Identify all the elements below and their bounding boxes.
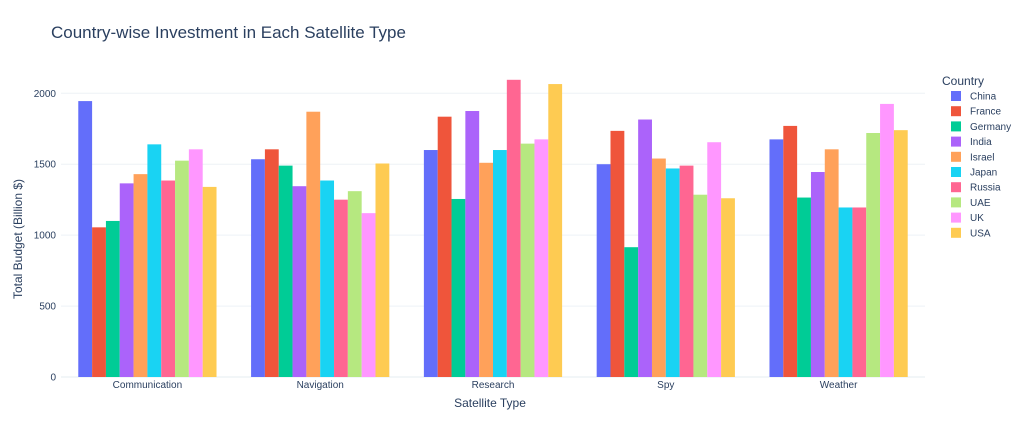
bar (202, 186, 217, 377)
legend-item-label: Russia (970, 183, 1001, 194)
bar (147, 144, 162, 377)
y-axis-ticks: 0 500 1000 1500 2000 (34, 89, 57, 384)
y-tick-label: 500 (39, 302, 56, 313)
legend-swatch (951, 212, 961, 223)
x-tick-label: Research (472, 380, 515, 391)
bar (866, 133, 881, 377)
legend-swatch (951, 227, 961, 238)
legend-swatch (951, 182, 961, 193)
bar (437, 116, 452, 378)
bar (534, 139, 549, 377)
legend-title: Country (942, 74, 984, 88)
legend-item-label: Israel (970, 152, 994, 163)
bar (810, 172, 825, 377)
bar (797, 197, 811, 377)
x-tick-label: Weather (820, 380, 858, 391)
chart-title: Country-wise Investment in Each Satellit… (51, 23, 406, 42)
bar (465, 111, 480, 377)
bar (375, 163, 390, 377)
legend-item-label: USA (970, 228, 991, 239)
bar (693, 194, 708, 377)
legend-swatch (951, 151, 961, 162)
legend-item-label: UAE (970, 198, 991, 209)
bar (520, 143, 535, 377)
legend-swatch (951, 91, 961, 101)
bar (78, 101, 93, 378)
legend-item-label: France (970, 107, 1002, 118)
legend-swatch (951, 121, 961, 132)
bar (161, 180, 176, 377)
bar (264, 149, 279, 377)
bar (334, 199, 348, 377)
y-tick-label: 0 (50, 373, 56, 384)
bar (423, 150, 438, 377)
bar (679, 165, 694, 377)
x-tick-label: Communication (113, 380, 182, 391)
bar (306, 111, 321, 377)
y-axis-title: Total Budget (Billion $) (11, 179, 25, 299)
y-tick-label: 1000 (34, 231, 57, 242)
bar (638, 119, 652, 377)
x-axis-title: Satellite Type (454, 396, 526, 410)
legend-swatch (951, 167, 961, 177)
legend-item-label: China (970, 92, 997, 103)
legend: Country China France Germany India Israel Jap… (942, 74, 1011, 239)
bar (119, 183, 134, 377)
legend-item-label: UK (970, 213, 984, 224)
bar (769, 139, 784, 377)
bar (479, 162, 493, 377)
bar (783, 125, 798, 377)
bar (852, 207, 867, 377)
bar (838, 207, 853, 377)
legend-item-label: India (970, 137, 992, 148)
bar (361, 213, 376, 377)
x-axis-ticks: Communication Navigation Research Spy Weathe… (113, 380, 858, 391)
y-tick-label: 2000 (34, 89, 57, 100)
legend-swatch (951, 197, 961, 208)
bar (133, 174, 148, 377)
bar (451, 198, 466, 377)
y-tick-label: 1500 (34, 160, 57, 171)
bar (824, 149, 839, 377)
legend-swatch (951, 106, 961, 117)
bar (651, 158, 666, 377)
bar (880, 103, 894, 377)
bar (707, 142, 722, 377)
bar (175, 160, 189, 377)
bar (292, 186, 307, 377)
bar (665, 168, 680, 377)
bar (506, 79, 521, 378)
legend-item-label: Germany (970, 122, 1011, 133)
bar (610, 130, 625, 377)
bar (893, 130, 908, 377)
legend-item-label: Japan (970, 168, 997, 179)
bar (548, 84, 563, 377)
x-tick-label: Spy (657, 380, 674, 391)
bar (92, 227, 106, 377)
bar (251, 159, 265, 377)
bar (624, 247, 639, 377)
x-tick-label: Navigation (297, 380, 344, 391)
legend-swatch (951, 136, 961, 147)
bar (347, 191, 362, 377)
bar (493, 150, 507, 377)
bar (596, 164, 611, 377)
bar (278, 165, 293, 377)
bars (78, 79, 908, 378)
bar (188, 149, 203, 377)
bar (721, 198, 735, 377)
bar (320, 180, 335, 377)
bar (105, 220, 120, 377)
